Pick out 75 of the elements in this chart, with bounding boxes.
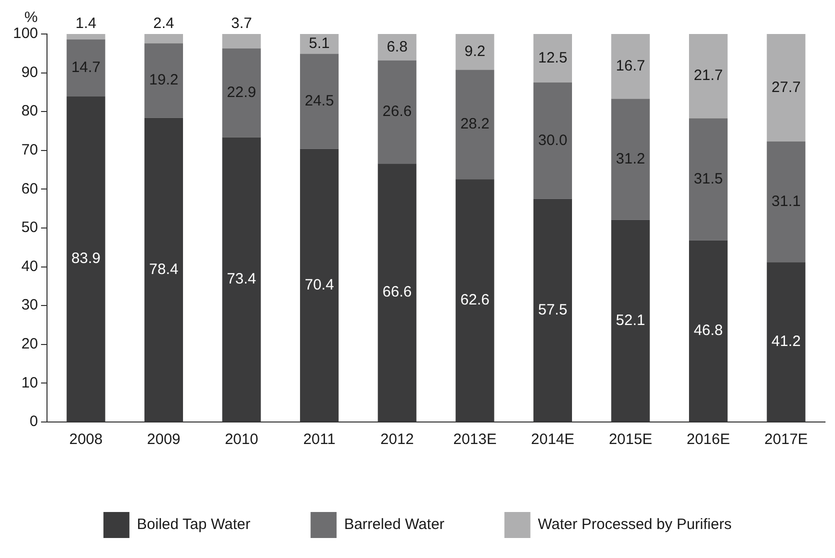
data-label: 22.9	[226, 84, 256, 101]
data-label: 31.1	[772, 192, 801, 210]
y-tick-label: 0	[30, 413, 38, 430]
data-label: 3.7	[231, 15, 252, 32]
data-label: 78.4	[149, 260, 178, 278]
data-label: 24.5	[304, 92, 334, 110]
data-label: 27.7	[772, 78, 801, 96]
data-label: 31.2	[616, 150, 646, 168]
y-tick-label: 50	[21, 219, 38, 236]
y-tick-label: 40	[21, 258, 38, 275]
y-axis-title: %	[24, 9, 38, 26]
bar	[222, 34, 261, 48]
x-tick-label: 2016E	[686, 431, 730, 448]
data-label: 16.7	[616, 58, 646, 75]
bar	[456, 70, 494, 180]
data-label: 9.2	[464, 42, 486, 60]
data-label: 83.9	[71, 250, 101, 268]
x-tick-label: 2009	[147, 431, 180, 448]
data-label: 28.2	[460, 116, 490, 133]
bar	[456, 34, 494, 70]
bar	[222, 48, 261, 138]
data-label: 14.7	[71, 59, 101, 76]
data-label: 66.6	[382, 284, 412, 301]
bar	[689, 118, 728, 240]
data-label: 6.8	[386, 38, 408, 56]
data-label: 62.6	[460, 291, 490, 308]
x-tick-label: 2008	[69, 431, 103, 448]
bar	[533, 82, 572, 199]
data-label: 70.4	[304, 276, 334, 294]
y-tick-label: 20	[21, 336, 38, 353]
data-label: 73.4	[226, 270, 256, 288]
bar	[766, 34, 806, 142]
data-label: 30.0	[538, 132, 568, 149]
bar	[144, 34, 184, 44]
bar	[66, 34, 106, 40]
x-tick-label: 2015E	[608, 431, 652, 448]
x-tick-label: 2012	[380, 431, 414, 448]
legend-label: Boiled Tap Water	[136, 516, 250, 534]
bar	[766, 141, 806, 262]
legend-label: Barreled Water	[344, 516, 444, 534]
x-tick-label: 2011	[303, 431, 336, 448]
data-label: 5.1	[308, 35, 330, 52]
bar	[144, 43, 184, 118]
data-label: 31.5	[694, 170, 723, 188]
x-tick-label: 2014E	[531, 431, 574, 448]
data-label: 26.6	[382, 103, 412, 120]
legend-label: Water Processed by Purifiers	[538, 516, 732, 534]
bar	[300, 34, 339, 54]
y-tick-label: 100	[12, 25, 38, 42]
bar	[689, 34, 728, 118]
data-label: 21.7	[694, 67, 723, 84]
y-tick-label: 10	[21, 374, 38, 392]
x-tick-label: 2013E	[453, 431, 497, 448]
bar	[611, 34, 650, 99]
y-tick-label: 30	[21, 296, 38, 314]
bar	[378, 60, 416, 164]
bar	[611, 98, 650, 220]
y-tick-label: 70	[21, 142, 38, 159]
data-label: 57.5	[538, 301, 568, 318]
data-label: 52.1	[616, 312, 646, 329]
bar	[300, 54, 339, 149]
data-label: 2.4	[153, 15, 174, 32]
bar	[533, 34, 572, 82]
data-label: 41.2	[772, 332, 801, 350]
x-tick-label: 2017E	[764, 431, 808, 448]
y-tick-label: 90	[21, 64, 38, 81]
y-tick-label: 80	[21, 102, 38, 120]
bar	[378, 34, 416, 60]
y-tick-label: 60	[21, 180, 38, 198]
x-tick-label: 2010	[224, 431, 258, 448]
data-label: 12.5	[538, 49, 568, 66]
data-label: 46.8	[694, 322, 723, 340]
data-label: 19.2	[149, 72, 178, 89]
data-label: 1.4	[75, 15, 96, 32]
bar	[66, 39, 106, 96]
